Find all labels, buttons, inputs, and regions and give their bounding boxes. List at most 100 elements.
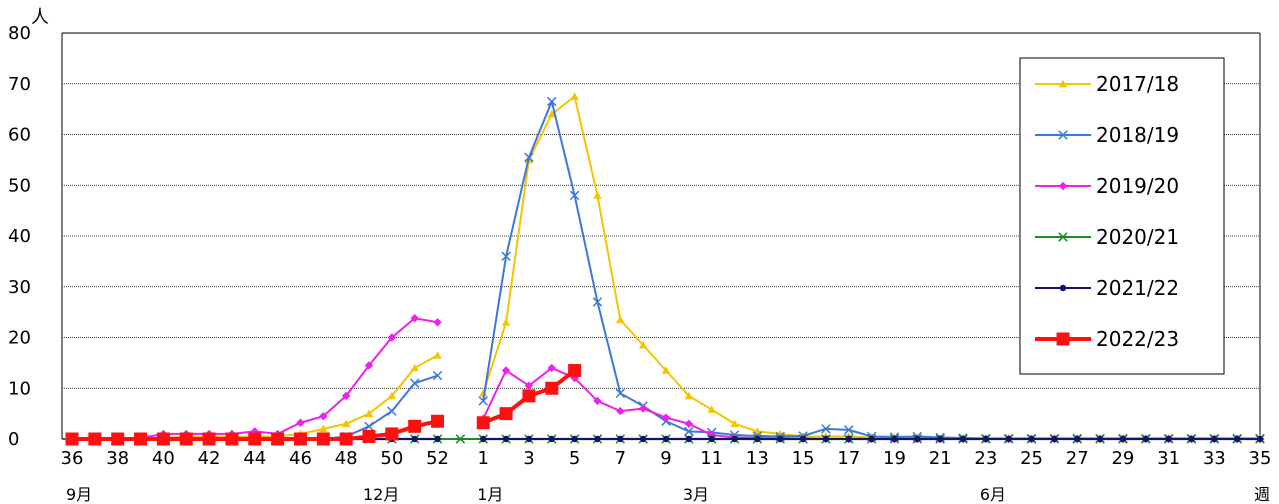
data-point [408, 419, 422, 433]
data-point [1165, 435, 1172, 443]
data-point [1028, 435, 1035, 443]
y-tick-label: 70 [8, 74, 31, 95]
series-line [72, 354, 439, 440]
data-point [959, 435, 967, 443]
data-point [936, 435, 944, 443]
data-point [1233, 435, 1241, 443]
data-point [1188, 435, 1195, 443]
data-point [547, 363, 556, 373]
data-point [594, 435, 601, 443]
data-point [387, 391, 397, 400]
data-point [499, 407, 513, 421]
data-point [547, 110, 556, 118]
x-tick-label: 17 [837, 448, 860, 469]
data-point [547, 96, 557, 107]
x-tick-label: 52 [426, 448, 449, 469]
data-point [339, 432, 353, 446]
data-point [385, 427, 399, 441]
data-point [501, 366, 511, 375]
data-point [411, 435, 418, 443]
x-axis-unit-label: 週 [1254, 485, 1270, 504]
data-point [202, 432, 216, 446]
data-point [868, 435, 875, 443]
x-axis-tick-labels: 36 38 40 42 44 46 48 50 52 1 3 5 7 9 11 13 15 17 19 21 23 25 2… [61, 448, 1272, 469]
data-point [638, 340, 648, 349]
data-point [1119, 435, 1127, 443]
data-point [593, 396, 602, 406]
data-point [341, 419, 351, 428]
legend-label: 2019/20 [1096, 174, 1179, 198]
data-point [1051, 435, 1058, 443]
month-label: 3月 [683, 485, 709, 504]
data-point [844, 425, 854, 435]
x-tick-label: 25 [1020, 448, 1043, 469]
x-tick-label: 35 [1249, 448, 1272, 469]
month-label: 9月 [66, 485, 92, 504]
data-point [387, 406, 397, 416]
data-point [730, 419, 739, 428]
data-point [615, 388, 626, 399]
data-point [914, 435, 921, 443]
data-point [455, 434, 466, 444]
data-point [571, 435, 578, 443]
legend: 2017/18 2018/19 2019/20 2020/21 2021/22 2022/… [1019, 57, 1225, 375]
data-point [731, 435, 738, 443]
y-axis-unit-label: 人 [31, 7, 49, 28]
y-tick-label: 50 [8, 175, 31, 196]
data-point [684, 426, 694, 437]
data-point [501, 318, 511, 326]
data-point [545, 381, 559, 395]
x-tick-label: 44 [243, 448, 266, 469]
data-point [293, 432, 307, 446]
data-point [891, 435, 898, 443]
data-point [111, 432, 125, 446]
data-point [1256, 435, 1264, 443]
legend-label: 2020/21 [1096, 225, 1179, 249]
legend-label: 2017/18 [1096, 72, 1179, 96]
data-point [476, 416, 490, 430]
x-tick-label: 33 [1203, 448, 1226, 469]
data-point [522, 389, 536, 403]
legend-label: 2018/19 [1096, 123, 1179, 147]
data-point [433, 318, 442, 327]
x-tick-label: 19 [883, 448, 906, 469]
x-tick-label: 1 [478, 448, 489, 469]
data-point [524, 152, 534, 163]
data-point [708, 435, 715, 443]
data-point [478, 396, 488, 406]
month-label: 6月 [980, 485, 1006, 504]
y-tick-label: 60 [8, 125, 31, 146]
data-point [684, 391, 694, 400]
data-point [821, 424, 831, 434]
data-point [525, 435, 533, 443]
x-tick-label: 15 [792, 448, 815, 469]
data-point [1059, 284, 1067, 292]
data-point [479, 389, 488, 397]
data-point [364, 409, 374, 417]
series-line [72, 317, 438, 440]
y-tick-label: 0 [8, 429, 19, 450]
data-point [434, 435, 441, 443]
x-tick-label: 7 [615, 448, 626, 469]
data-point [1005, 435, 1012, 443]
y-axis-tick-labels: 0 10 20 30 40 50 60 70 80 [8, 23, 31, 450]
x-tick-label: 46 [289, 448, 312, 469]
data-point [638, 404, 648, 413]
data-point [548, 435, 555, 443]
y-tick-label: 10 [8, 378, 31, 399]
data-point [1211, 435, 1218, 443]
data-point [501, 251, 511, 262]
series-lines [65, 92, 1265, 446]
data-point [822, 435, 830, 443]
x-tick-label: 36 [61, 448, 84, 469]
legend-label: 2021/22 [1096, 276, 1179, 300]
data-point [296, 418, 305, 427]
x-tick-label: 40 [152, 448, 175, 469]
x-tick-label: 11 [700, 448, 723, 469]
data-point [364, 361, 374, 370]
month-label: 12月 [363, 485, 399, 504]
data-point [65, 432, 79, 446]
x-tick-label: 29 [1111, 448, 1134, 469]
data-point [754, 435, 761, 443]
